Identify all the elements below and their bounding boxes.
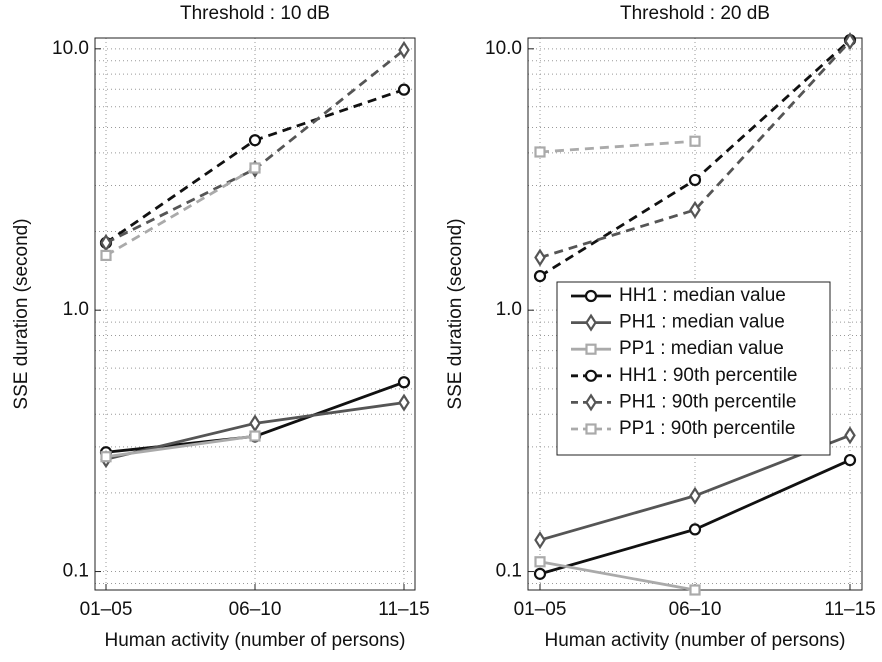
legend-label: PH1 : median value: [619, 312, 785, 333]
legend-label: HH1 : median value: [619, 285, 786, 306]
marker: [585, 393, 597, 412]
x-axis-label: Human activity (number of persons): [105, 630, 406, 651]
marker: [398, 393, 410, 412]
series-line: [539, 560, 696, 592]
marker: [249, 414, 261, 433]
legend-label: HH1 : 90th percentile: [619, 365, 798, 386]
x-tick-label: 01–05: [514, 599, 567, 620]
marker: [100, 249, 112, 262]
marker: [248, 134, 262, 147]
marker: [689, 584, 701, 596]
marker: [688, 523, 702, 536]
marker: [534, 146, 546, 158]
y-axis-label: SSE duration (second): [11, 218, 32, 409]
x-tick-label: 06–10: [669, 599, 722, 620]
y-axis-label: SSE duration (second): [445, 218, 466, 409]
marker: [585, 423, 597, 435]
marker: [534, 531, 546, 550]
marker: [533, 270, 547, 283]
marker: [689, 135, 701, 147]
legend-box: [556, 281, 831, 456]
y-tick-label: 0.1: [496, 561, 522, 582]
marker: [534, 248, 546, 267]
marker: [397, 376, 411, 389]
series-line: [105, 166, 256, 257]
marker: [584, 289, 598, 303]
marker: [249, 430, 261, 442]
series-line: [105, 434, 256, 459]
legend-label: PP1 : median value: [619, 338, 784, 359]
y-tick-label: 0.1: [63, 561, 89, 582]
marker: [584, 369, 598, 382]
x-axis-label: Human activity (number of persons): [545, 630, 846, 651]
series-line: [539, 139, 696, 154]
marker: [689, 486, 701, 505]
marker: [844, 426, 856, 445]
x-tick-label: 11–15: [378, 599, 429, 620]
chart-title: Threshold : 10 dB: [180, 3, 330, 24]
marker: [398, 40, 410, 59]
y-tick-label: 10.0: [485, 38, 522, 59]
y-tick-label: 10.0: [52, 38, 89, 59]
y-tick-label: 1.0: [496, 299, 522, 320]
marker: [534, 556, 546, 568]
y-tick-label: 1.0: [63, 299, 89, 320]
marker: [585, 313, 597, 332]
marker: [689, 200, 701, 219]
marker: [100, 451, 112, 463]
marker: [533, 567, 547, 580]
marker: [397, 83, 411, 96]
chart-title: Threshold : 20 dB: [620, 3, 770, 24]
x-tick-label: 11–15: [824, 599, 875, 620]
marker: [249, 162, 261, 174]
x-tick-label: 01–05: [80, 599, 133, 620]
x-tick-label: 06–10: [229, 599, 282, 620]
marker: [843, 453, 857, 467]
marker: [844, 32, 856, 51]
legend-label: PP1 : 90th percentile: [619, 418, 795, 439]
marker: [688, 173, 702, 187]
series-line: [539, 458, 851, 576]
legend-label: PH1 : 90th percentile: [619, 391, 796, 412]
marker: [585, 343, 597, 355]
